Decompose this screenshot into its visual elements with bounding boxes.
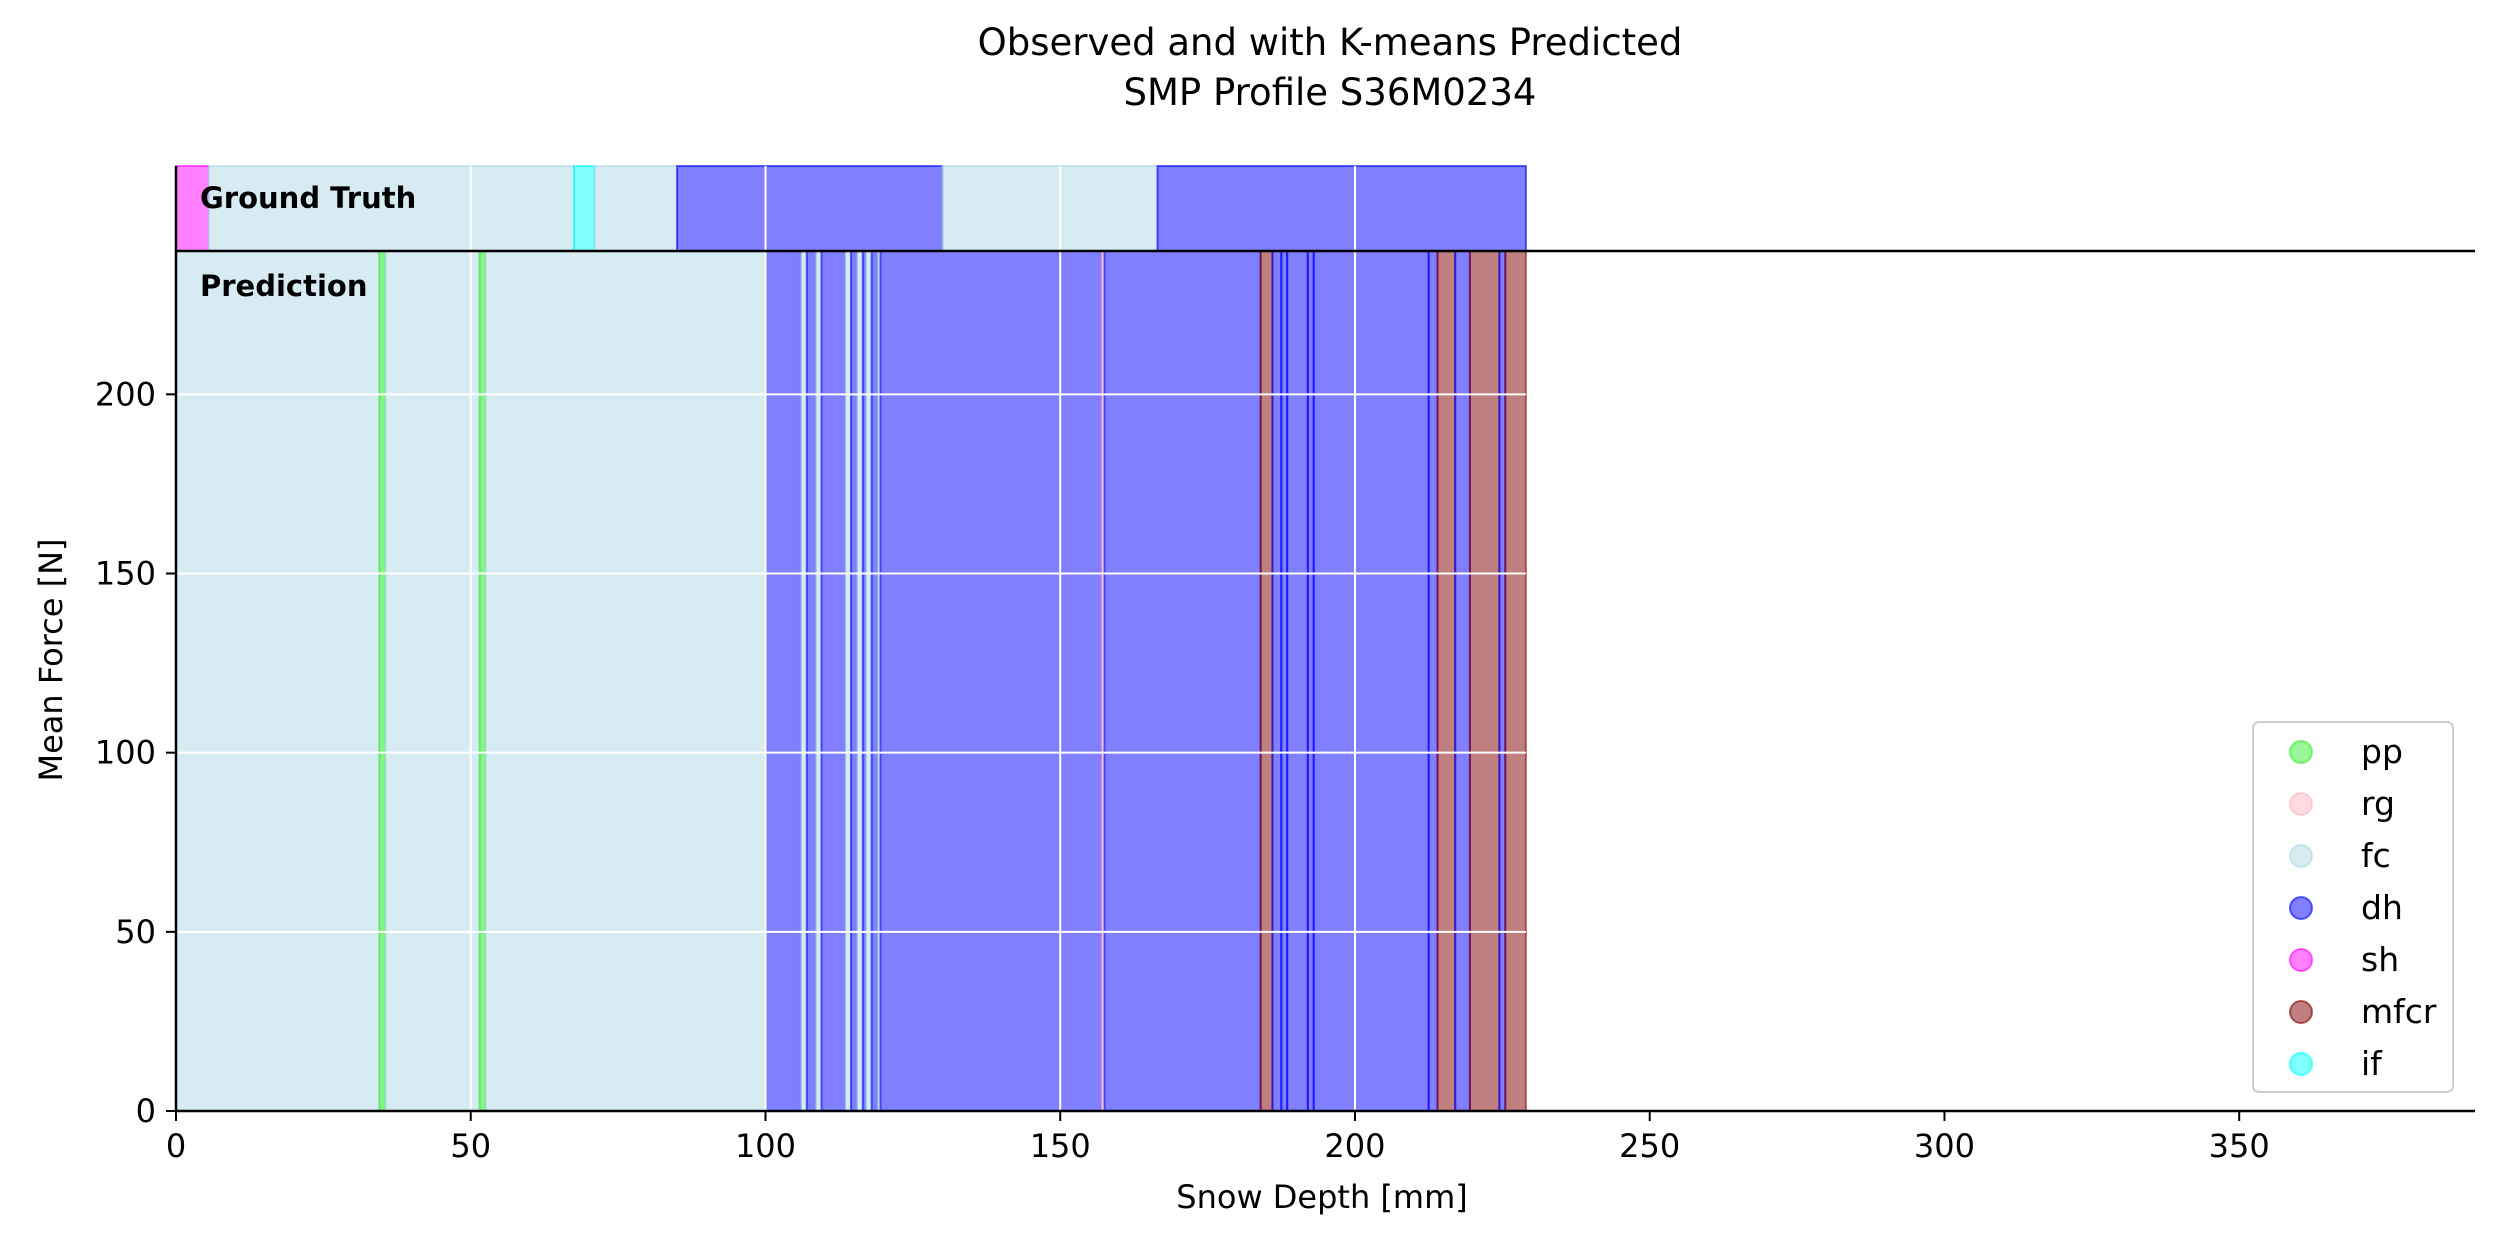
ground-truth-label: Ground Truth [200, 181, 416, 215]
prediction-segment-fc [484, 250, 767, 1112]
y-tick-label: 50 [115, 913, 156, 951]
ground-truth-segment-fc [593, 165, 679, 252]
prediction-segment-mfcr [1259, 250, 1274, 1112]
legend-marker-fc [2289, 844, 2313, 868]
prediction-label: Prediction [200, 269, 368, 303]
x-tick-label: 300 [1914, 1127, 1975, 1165]
ground-truth-segment-fc [941, 165, 1159, 252]
prediction-segment-dh [879, 250, 1103, 1112]
prediction-segment-fc [384, 250, 481, 1112]
prediction-segment-dh [1286, 250, 1309, 1112]
ground-truth-segment-fc [207, 165, 575, 252]
prediction-segment-dh [805, 250, 817, 1112]
x-tick-label: 50 [450, 1127, 491, 1165]
prediction-segment-mfcr [1468, 250, 1501, 1112]
legend: pp rg fc dh sh mfcr if [2252, 721, 2454, 1093]
legend-label-if: if [2361, 1044, 2383, 1083]
prediction-segment-dh [1271, 250, 1283, 1112]
chart-title-line1: Observed and with K-means Predicted [978, 21, 1683, 64]
legend-marker-dh [2289, 896, 2313, 920]
legend-label-dh: dh [2361, 888, 2403, 927]
axes: 0 50 100 150 200 250 300 350 0 50 100 150 200 [95, 166, 2475, 1165]
x-tick-label: 200 [1324, 1127, 1385, 1165]
x-tick-label: 350 [2209, 1127, 2270, 1165]
legend-marker-if [2289, 1052, 2313, 1076]
x-tick-label: 0 [166, 1127, 186, 1165]
prediction-panel [175, 250, 1527, 1112]
ground-truth-segment-dh [676, 165, 944, 252]
prediction-segment-fc [175, 250, 381, 1112]
chart-title-line2: SMP Profile S36M0234 [1124, 71, 1537, 114]
y-tick-label: 200 [95, 375, 156, 413]
prediction-segment-dh [764, 250, 802, 1112]
grid-lines [175, 166, 2241, 1112]
legend-label-sh: sh [2361, 940, 2399, 979]
prediction-segment-dh [1454, 250, 1471, 1112]
y-tick-label: 150 [95, 555, 156, 593]
legend-label-mfcr: mfcr [2361, 992, 2437, 1031]
prediction-segment-dh [1312, 250, 1430, 1112]
y-tick-label: 100 [95, 734, 156, 772]
ground-truth-panel [175, 165, 1527, 252]
prediction-segment-dh [820, 250, 847, 1112]
legend-marker-pp [2289, 740, 2313, 764]
ground-truth-segment-if [572, 165, 596, 252]
ground-truth-segment-dh [1156, 165, 1527, 252]
prediction-segment-mfcr [1504, 250, 1527, 1112]
y-axis-label: Mean Force [N] [32, 538, 70, 781]
prediction-segment-dh [1103, 250, 1262, 1112]
legend-label-rg: rg [2361, 784, 2395, 823]
legend-frame [2252, 721, 2454, 1093]
prediction-segment-mfcr [1436, 250, 1457, 1112]
y-tick-label: 0 [136, 1092, 156, 1130]
x-tick-label: 150 [1030, 1127, 1091, 1165]
legend-label-pp: pp [2361, 732, 2403, 771]
legend-label-fc: fc [2361, 836, 2391, 875]
prediction-segment-dh [1427, 250, 1439, 1112]
x-axis-label: Snow Depth [mm] [1176, 1178, 1467, 1216]
legend-marker-mfcr [2289, 1000, 2313, 1024]
legend-marker-rg [2289, 792, 2313, 816]
legend-marker-sh [2289, 948, 2313, 972]
x-tick-label: 100 [735, 1127, 796, 1165]
x-tick-label: 250 [1619, 1127, 1680, 1165]
